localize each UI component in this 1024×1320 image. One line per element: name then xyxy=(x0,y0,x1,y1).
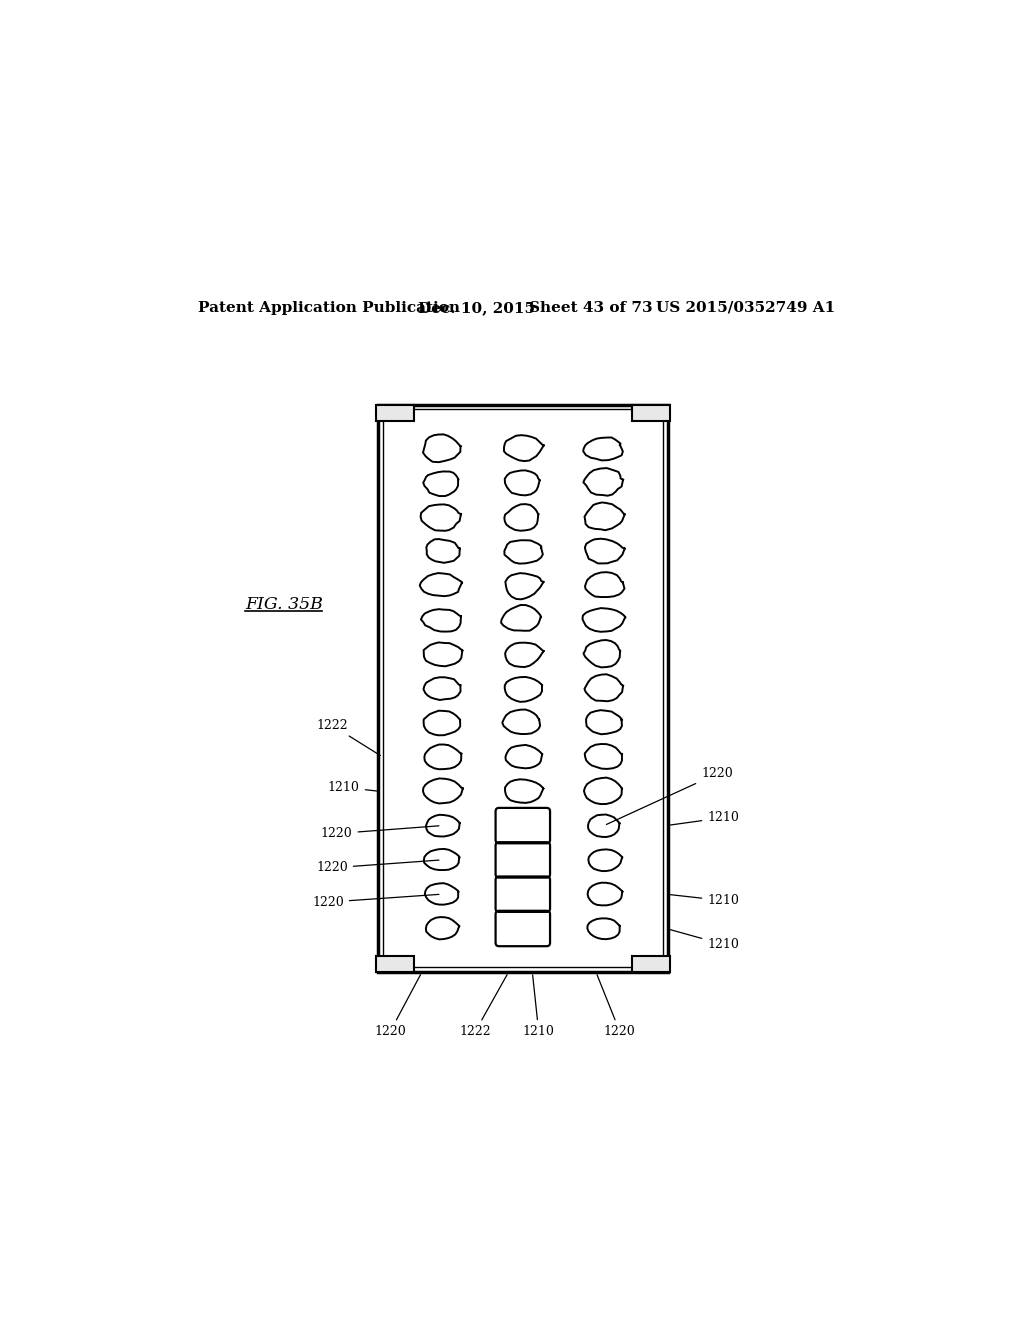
Text: 1210: 1210 xyxy=(669,812,739,825)
Text: 1210: 1210 xyxy=(328,781,377,793)
Text: 1210: 1210 xyxy=(669,929,739,950)
Text: 1220: 1220 xyxy=(374,974,421,1038)
Bar xyxy=(378,405,668,972)
Text: 1210: 1210 xyxy=(522,975,555,1038)
Bar xyxy=(632,956,670,972)
Text: 1210: 1210 xyxy=(669,894,739,907)
Bar xyxy=(632,405,670,421)
Text: FIG. 35B: FIG. 35B xyxy=(246,597,324,614)
Text: 1220: 1220 xyxy=(606,767,733,825)
Text: 1222: 1222 xyxy=(316,719,380,755)
Text: 1222: 1222 xyxy=(460,974,507,1038)
Text: 1220: 1220 xyxy=(316,861,439,874)
Bar xyxy=(376,405,414,421)
Text: US 2015/0352749 A1: US 2015/0352749 A1 xyxy=(655,301,835,315)
Text: 1220: 1220 xyxy=(597,974,636,1038)
Text: Patent Application Publication: Patent Application Publication xyxy=(198,301,460,315)
Bar xyxy=(376,956,414,972)
Text: Dec. 10, 2015: Dec. 10, 2015 xyxy=(418,301,535,315)
Text: 1220: 1220 xyxy=(321,826,439,840)
Text: Sheet 43 of 73: Sheet 43 of 73 xyxy=(528,301,652,315)
Bar xyxy=(383,409,663,968)
Text: 1220: 1220 xyxy=(312,895,439,908)
